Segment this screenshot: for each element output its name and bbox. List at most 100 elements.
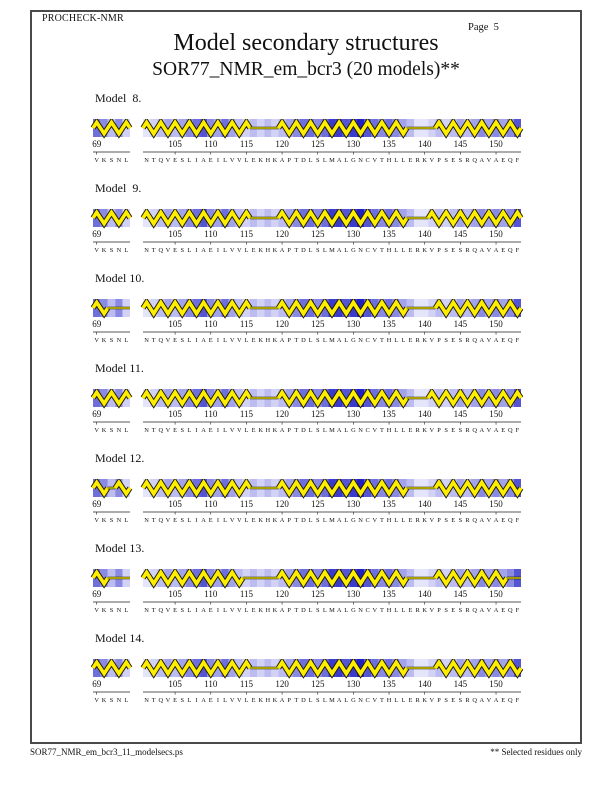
sequence-letter: D <box>301 337 306 344</box>
residue-cell <box>335 479 343 497</box>
sequence-letter: S <box>459 337 463 344</box>
sequence-letter: S <box>180 157 184 164</box>
sequence-letter: T <box>152 337 156 344</box>
sequence-letter: D <box>301 607 306 614</box>
sequence-letter: L <box>223 517 227 524</box>
sequence-letter: V <box>372 697 377 704</box>
residue-cell <box>385 479 393 497</box>
residue-cell <box>314 569 322 587</box>
residue-cell <box>471 119 479 137</box>
residue-cell <box>364 569 372 587</box>
residue-cell <box>442 659 450 677</box>
sequence-letter: I <box>217 247 219 254</box>
sequence-letter: V <box>230 697 235 704</box>
sequence-letter: L <box>223 157 227 164</box>
residue-cell <box>449 209 457 227</box>
sequence-letter: L <box>401 337 405 344</box>
helix-ribbon <box>276 659 409 677</box>
sequence-letter: A <box>280 247 285 254</box>
sequence-letter: Q <box>472 427 477 434</box>
sequence-letter: L <box>401 517 405 524</box>
sequence-letter: A <box>494 517 499 524</box>
tick-label: 115 <box>240 589 254 599</box>
sequence-letter: V <box>94 337 99 344</box>
residue-cell <box>478 479 486 497</box>
sequence-letter: V <box>166 697 171 704</box>
sequence-letter: E <box>209 697 213 704</box>
tick-label: 115 <box>240 409 254 419</box>
sequence-letter: L <box>401 607 405 614</box>
sequence-letter: Q <box>159 247 164 254</box>
sequence-letter: A <box>494 337 499 344</box>
sequence-letter: V <box>430 697 435 704</box>
sequence-letter: V <box>94 517 99 524</box>
residue-cell <box>456 569 464 587</box>
sequence-letter: L <box>309 607 313 614</box>
sequence-letter: E <box>252 427 256 434</box>
sequence-letter: L <box>401 427 405 434</box>
sequence-letter: Q <box>508 427 513 434</box>
residue-cell <box>371 209 379 227</box>
sequence-letter: T <box>380 427 384 434</box>
residue-cell <box>513 299 521 317</box>
residue-cell <box>307 209 315 227</box>
helix-ribbon <box>91 479 110 497</box>
sequence-letter: M <box>329 697 335 704</box>
tick-label: 140 <box>418 679 432 689</box>
helix-ribbon <box>141 479 252 497</box>
sequence-letter: V <box>372 427 377 434</box>
sequence-letter: I <box>217 427 219 434</box>
residue-cell <box>342 479 350 497</box>
tick-label: 135 <box>382 409 396 419</box>
sequence-letter: Q <box>472 157 477 164</box>
residue-cell <box>171 119 179 137</box>
residue-cell <box>356 479 365 497</box>
sequence-letter: N <box>144 157 149 164</box>
sequence-letter: L <box>323 157 327 164</box>
residue-cell <box>200 569 208 587</box>
sequence-letter: P <box>437 427 441 434</box>
residue-cell <box>321 299 329 317</box>
residue-cell <box>150 659 158 677</box>
tick-label: 145 <box>454 409 468 419</box>
residue-cell <box>171 479 179 497</box>
sequence-letter: S <box>444 607 448 614</box>
residue-cell <box>485 659 493 677</box>
sequence-letter: V <box>372 337 377 344</box>
residue-cell <box>115 479 123 497</box>
residue-cell <box>442 119 450 137</box>
helix-ribbon <box>141 569 245 587</box>
residue-cell <box>242 209 250 227</box>
sequence-letter: L <box>223 427 227 434</box>
residue-cell <box>228 299 236 317</box>
residue-cell <box>228 479 236 497</box>
sequence-letter: N <box>358 427 363 434</box>
residue-cell <box>299 659 308 677</box>
residue-cell <box>207 659 215 677</box>
residue-cell <box>107 119 116 137</box>
tick-label: 120 <box>275 139 289 149</box>
tick-label: 150 <box>489 139 503 149</box>
residue-cell <box>378 569 386 587</box>
residue-cell <box>200 119 208 137</box>
residue-cell <box>200 479 208 497</box>
residue-cell <box>214 299 222 317</box>
sequence-letter: E <box>451 697 455 704</box>
residue-cell <box>463 209 472 227</box>
sequence-letter: Q <box>159 607 164 614</box>
sequence-letter: I <box>195 337 197 344</box>
residue-cell <box>278 119 286 137</box>
residue-cell <box>435 209 443 227</box>
sequence-letter: E <box>451 607 455 614</box>
tick-label: 105 <box>168 409 182 419</box>
residue-cell <box>449 479 457 497</box>
sequence-letter: A <box>280 517 285 524</box>
residue-cell <box>122 659 130 677</box>
sequence-letter: A <box>280 157 285 164</box>
residue-cell <box>378 119 386 137</box>
residue-cell <box>228 119 236 137</box>
residue-cell <box>228 659 236 677</box>
residue-cell <box>307 659 315 677</box>
residue-cell <box>506 389 514 407</box>
